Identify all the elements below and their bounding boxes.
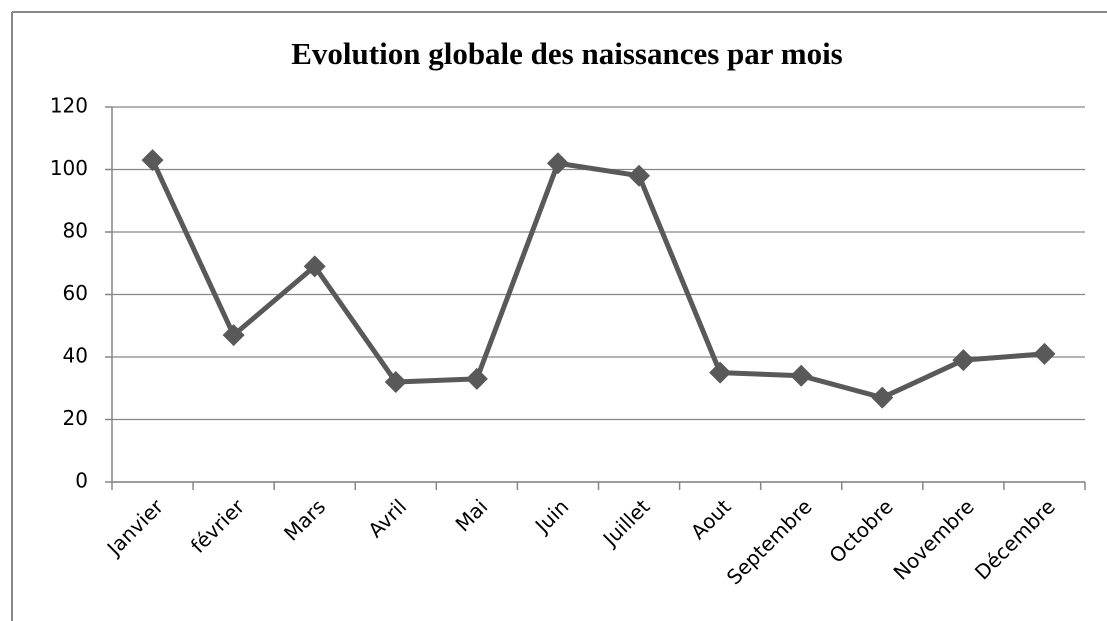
x-tick-label: Aout xyxy=(686,494,736,544)
marker xyxy=(303,255,326,278)
x-tick-label: Mars xyxy=(279,494,330,545)
y-tick-label: 120 xyxy=(50,94,88,118)
marker xyxy=(384,371,407,393)
y-tick-label: 0 xyxy=(75,469,88,493)
marker xyxy=(628,164,651,187)
marker xyxy=(871,386,894,409)
x-tick-label: Janvier xyxy=(101,494,169,562)
x-tick-label: février xyxy=(186,494,250,558)
marker xyxy=(790,364,813,387)
marker xyxy=(546,152,569,175)
marker xyxy=(465,367,488,390)
x-tick-label: Novembre xyxy=(889,494,979,584)
marker xyxy=(1033,342,1056,365)
x-tick-label: Mai xyxy=(451,494,493,536)
x-tick-label: Avril xyxy=(363,494,411,542)
marker xyxy=(222,324,245,347)
y-tick-label: 80 xyxy=(63,219,88,243)
x-tick-label: Décembre xyxy=(970,494,1060,584)
y-tick-label: 60 xyxy=(63,281,88,305)
marker xyxy=(709,361,732,384)
chart-title: Evolution globale des naissances par moi… xyxy=(291,36,843,71)
marker xyxy=(141,149,164,172)
x-tick-label: Octobre xyxy=(824,494,897,567)
x-tick-label: Juin xyxy=(529,494,573,538)
x-tick-label: Septembre xyxy=(722,494,817,589)
y-tick-label: 20 xyxy=(63,406,88,430)
x-tick-label: Juillet xyxy=(597,494,655,552)
y-tick-label: 100 xyxy=(50,156,88,180)
data-line xyxy=(150,159,1045,401)
y-tick-label: 40 xyxy=(63,344,88,368)
marker xyxy=(952,349,975,372)
